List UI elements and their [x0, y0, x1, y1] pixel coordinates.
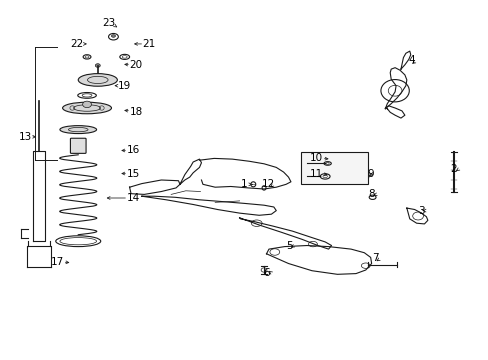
Text: 11: 11 — [309, 168, 323, 179]
Text: 8: 8 — [367, 189, 374, 199]
Text: 10: 10 — [310, 153, 323, 163]
Text: 22: 22 — [70, 39, 84, 49]
Text: 6: 6 — [263, 268, 269, 278]
Text: 15: 15 — [126, 168, 140, 179]
Text: 1: 1 — [241, 179, 247, 189]
Text: 12: 12 — [261, 179, 274, 189]
Text: 19: 19 — [118, 81, 131, 91]
Text: 9: 9 — [366, 168, 373, 179]
FancyBboxPatch shape — [70, 138, 86, 153]
Text: 16: 16 — [126, 145, 140, 156]
Text: 18: 18 — [129, 107, 142, 117]
Text: 2: 2 — [449, 164, 456, 174]
Ellipse shape — [62, 102, 111, 114]
Text: 17: 17 — [51, 257, 64, 267]
Ellipse shape — [82, 101, 91, 108]
FancyBboxPatch shape — [300, 152, 367, 184]
Text: 7: 7 — [371, 253, 378, 264]
Text: 23: 23 — [102, 18, 115, 28]
Text: 5: 5 — [285, 240, 292, 251]
Text: 3: 3 — [417, 206, 424, 216]
Text: 13: 13 — [19, 132, 32, 142]
Text: 20: 20 — [129, 60, 142, 70]
Ellipse shape — [78, 74, 117, 86]
Text: 21: 21 — [142, 39, 156, 49]
Text: 14: 14 — [126, 193, 140, 203]
Ellipse shape — [95, 64, 100, 67]
Ellipse shape — [60, 126, 96, 134]
Ellipse shape — [111, 35, 115, 37]
Text: 4: 4 — [407, 55, 414, 66]
